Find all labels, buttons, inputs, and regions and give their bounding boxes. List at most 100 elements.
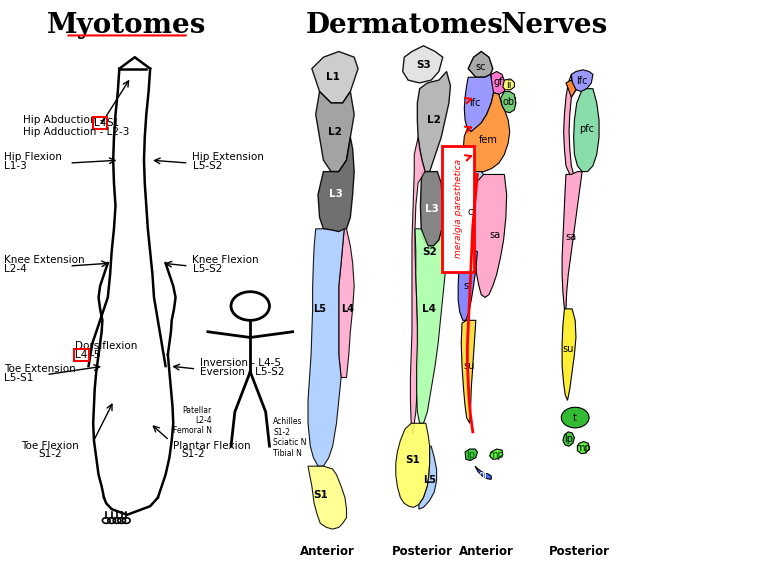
Polygon shape xyxy=(562,309,576,400)
Text: S3: S3 xyxy=(416,59,431,70)
Text: sa: sa xyxy=(490,229,501,240)
Text: Dorsiflexion: Dorsiflexion xyxy=(75,341,138,351)
Text: L1-3: L1-3 xyxy=(4,161,27,171)
Text: L5: L5 xyxy=(313,304,326,314)
Text: S1: S1 xyxy=(405,455,420,466)
Polygon shape xyxy=(566,80,576,97)
Polygon shape xyxy=(419,446,437,509)
Text: df: df xyxy=(479,470,488,480)
Text: L4: L4 xyxy=(341,304,353,314)
Text: L3: L3 xyxy=(425,204,439,214)
Polygon shape xyxy=(420,172,443,246)
Text: L5-S2: L5-S2 xyxy=(192,264,222,274)
Text: L3: L3 xyxy=(329,189,343,200)
Polygon shape xyxy=(464,74,494,132)
Text: su: su xyxy=(464,361,474,371)
Text: Hip Extension: Hip Extension xyxy=(192,152,264,162)
Text: Posterior: Posterior xyxy=(391,546,453,558)
Text: obl: obl xyxy=(502,97,517,107)
Text: Achilles
S1-2
Sciatic N
Tibial N: Achilles S1-2 Sciatic N Tibial N xyxy=(273,418,307,458)
Polygon shape xyxy=(318,137,354,232)
Text: lp: lp xyxy=(564,434,573,444)
Text: S1: S1 xyxy=(106,118,119,128)
Polygon shape xyxy=(490,72,505,94)
Polygon shape xyxy=(410,137,425,435)
Text: lp: lp xyxy=(466,450,475,460)
Text: S1-2: S1-2 xyxy=(181,448,205,459)
Text: L5-S2: L5-S2 xyxy=(192,161,222,171)
Text: mp: mp xyxy=(488,450,504,460)
Polygon shape xyxy=(490,449,503,459)
Polygon shape xyxy=(415,229,445,423)
Text: sf: sf xyxy=(463,281,472,291)
Text: Posterior: Posterior xyxy=(548,546,610,558)
Text: su: su xyxy=(563,344,574,354)
Polygon shape xyxy=(417,72,450,172)
Text: L4: L4 xyxy=(75,349,88,360)
Polygon shape xyxy=(312,51,358,103)
Text: L5: L5 xyxy=(424,475,436,486)
Polygon shape xyxy=(564,74,576,174)
Polygon shape xyxy=(316,92,354,172)
Polygon shape xyxy=(503,79,514,90)
Text: ii: ii xyxy=(506,80,512,90)
Text: L2-4: L2-4 xyxy=(4,264,27,274)
Text: S1-2: S1-2 xyxy=(38,448,62,459)
Polygon shape xyxy=(308,466,346,529)
Text: S2: S2 xyxy=(422,247,437,257)
FancyBboxPatch shape xyxy=(442,146,474,272)
Text: Plantar Flexion: Plantar Flexion xyxy=(173,441,251,451)
Polygon shape xyxy=(464,93,510,172)
Polygon shape xyxy=(574,89,599,172)
Text: Eversion - L5-S2: Eversion - L5-S2 xyxy=(200,367,285,377)
Text: Hip Flexion: Hip Flexion xyxy=(4,152,62,162)
Polygon shape xyxy=(571,70,593,92)
Text: Patellar
L2-4
Femoral N: Patellar L2-4 Femoral N xyxy=(172,406,212,435)
Text: sc: sc xyxy=(475,62,486,72)
Text: -5: -5 xyxy=(90,349,100,360)
Polygon shape xyxy=(458,249,477,320)
Polygon shape xyxy=(396,423,430,507)
Polygon shape xyxy=(403,46,443,83)
Text: L2: L2 xyxy=(427,115,440,125)
Polygon shape xyxy=(461,320,476,423)
Text: L1: L1 xyxy=(326,72,340,82)
Text: Hip Adduction - L2-3: Hip Adduction - L2-3 xyxy=(23,126,129,137)
Polygon shape xyxy=(475,466,491,479)
Text: meralgia paresthetica: meralgia paresthetica xyxy=(454,159,463,259)
Text: Anterior: Anterior xyxy=(459,546,514,558)
Text: L5-S1: L5-S1 xyxy=(4,372,33,383)
Text: pfc: pfc xyxy=(579,124,594,134)
Text: fem: fem xyxy=(479,135,497,145)
Text: t: t xyxy=(573,412,578,423)
Polygon shape xyxy=(461,172,484,252)
Text: cf: cf xyxy=(467,206,477,217)
Text: gf: gf xyxy=(494,77,503,88)
Text: Myotomes: Myotomes xyxy=(48,12,206,39)
Polygon shape xyxy=(468,51,493,77)
Text: lfc: lfc xyxy=(470,98,480,108)
Text: mp: mp xyxy=(575,443,591,453)
Text: Knee Extension: Knee Extension xyxy=(4,255,85,265)
Text: Inversion - L4-5: Inversion - L4-5 xyxy=(200,358,281,368)
Polygon shape xyxy=(562,172,582,309)
Polygon shape xyxy=(500,92,516,113)
Text: S1: S1 xyxy=(313,490,328,500)
Text: Anterior: Anterior xyxy=(300,546,355,558)
Circle shape xyxy=(561,407,589,428)
Text: Toe Extension: Toe Extension xyxy=(4,364,75,374)
Polygon shape xyxy=(473,174,507,297)
Text: Hip Abduction -: Hip Abduction - xyxy=(23,115,107,125)
Polygon shape xyxy=(563,432,574,446)
Text: Toe Flexion: Toe Flexion xyxy=(22,441,79,451)
Text: Knee Flexion: Knee Flexion xyxy=(192,255,259,265)
Text: L4: L4 xyxy=(94,118,106,128)
Text: Dermatomes: Dermatomes xyxy=(306,12,503,39)
Polygon shape xyxy=(339,229,354,378)
Text: Nerves: Nerves xyxy=(500,12,608,39)
Text: L2: L2 xyxy=(328,126,342,137)
Polygon shape xyxy=(308,229,344,466)
Polygon shape xyxy=(465,449,477,460)
Text: sa: sa xyxy=(565,232,576,243)
Text: lfc: lfc xyxy=(577,76,588,86)
